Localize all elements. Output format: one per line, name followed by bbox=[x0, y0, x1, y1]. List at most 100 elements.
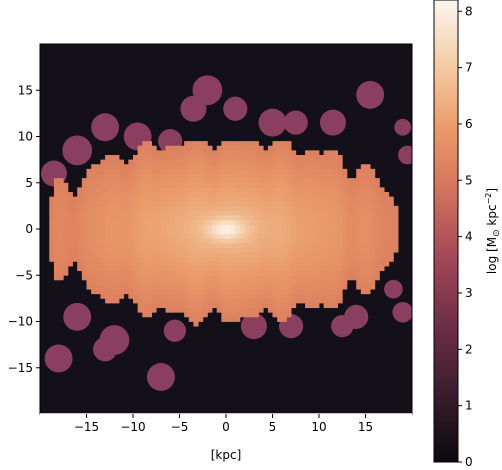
heatmap-cell bbox=[254, 308, 259, 313]
heatmap-cell bbox=[59, 211, 64, 216]
heatmap-cell bbox=[249, 201, 254, 206]
heatmap-cell bbox=[212, 252, 217, 257]
heatmap-cell bbox=[300, 220, 305, 225]
heatmap-cell bbox=[361, 261, 366, 266]
heatmap-cell bbox=[338, 174, 343, 179]
heatmap-cell bbox=[338, 211, 343, 216]
heatmap-cell bbox=[314, 238, 319, 243]
heatmap-cell bbox=[133, 224, 138, 229]
heatmap-cell bbox=[142, 174, 147, 179]
heatmap-cell bbox=[259, 229, 264, 234]
heatmap-cell bbox=[356, 261, 361, 266]
heatmap-cell bbox=[96, 252, 101, 257]
heatmap-cell bbox=[212, 280, 217, 285]
heatmap-cell bbox=[198, 312, 203, 317]
heatmap-cell bbox=[259, 308, 264, 313]
heatmap-cell bbox=[328, 201, 333, 206]
heatmap-cell bbox=[100, 192, 105, 197]
outskirt-blob bbox=[392, 302, 412, 322]
heatmap-cell bbox=[254, 261, 259, 266]
heatmap-cell bbox=[245, 224, 250, 229]
heatmap-cell bbox=[282, 298, 287, 303]
heatmap-cell bbox=[384, 206, 389, 211]
heatmap-cell bbox=[114, 248, 119, 253]
heatmap-cell bbox=[203, 201, 208, 206]
heatmap-cell bbox=[142, 257, 147, 262]
heatmap-cell bbox=[91, 211, 96, 216]
heatmap-cell bbox=[328, 150, 333, 155]
heatmap-cell bbox=[189, 289, 194, 294]
heatmap-cell bbox=[273, 248, 278, 253]
heatmap-cell bbox=[231, 211, 236, 216]
heatmap-cell bbox=[133, 174, 138, 179]
heatmap-cell bbox=[282, 252, 287, 257]
heatmap-cell bbox=[54, 211, 59, 216]
heatmap-cell bbox=[217, 146, 222, 151]
heatmap-cell bbox=[286, 211, 291, 216]
heatmap-cell bbox=[333, 174, 338, 179]
heatmap-cell bbox=[147, 211, 152, 216]
heatmap-cell bbox=[166, 303, 171, 308]
heatmap-cell bbox=[180, 271, 185, 276]
heatmap-cell bbox=[277, 178, 282, 183]
heatmap-cell bbox=[110, 285, 115, 290]
heatmap-cell bbox=[193, 275, 198, 280]
heatmap-cell bbox=[231, 229, 236, 234]
heatmap-cell bbox=[333, 248, 338, 253]
heatmap-cell bbox=[114, 187, 119, 192]
heatmap-cell bbox=[249, 192, 254, 197]
heatmap-cell bbox=[328, 252, 333, 257]
heatmap-cell bbox=[352, 229, 357, 234]
heatmap-cell bbox=[273, 257, 278, 262]
heatmap-cell bbox=[286, 197, 291, 202]
heatmap-cell bbox=[217, 164, 222, 169]
heatmap-cell bbox=[370, 229, 375, 234]
heatmap-cell bbox=[142, 220, 147, 225]
heatmap-cell bbox=[124, 271, 129, 276]
heatmap-cell bbox=[314, 201, 319, 206]
heatmap-cell bbox=[240, 206, 245, 211]
heatmap-cell bbox=[91, 243, 96, 248]
heatmap-cell bbox=[356, 248, 361, 253]
heatmap-cell bbox=[314, 164, 319, 169]
heatmap-cell bbox=[245, 206, 250, 211]
heatmap-cell bbox=[212, 261, 217, 266]
heatmap-cell bbox=[296, 183, 301, 188]
heatmap-cell bbox=[277, 215, 282, 220]
heatmap-cell bbox=[138, 243, 143, 248]
heatmap-cell bbox=[114, 224, 119, 229]
heatmap-cell bbox=[259, 155, 264, 160]
heatmap-cell bbox=[231, 312, 236, 317]
heatmap-cell bbox=[314, 178, 319, 183]
heatmap-cell bbox=[370, 215, 375, 220]
heatmap-cell bbox=[347, 187, 352, 192]
heatmap-cell bbox=[212, 155, 217, 160]
heatmap-cell bbox=[338, 280, 343, 285]
heatmap-cell bbox=[310, 224, 315, 229]
heatmap-cell bbox=[328, 280, 333, 285]
heatmap-cell bbox=[128, 248, 133, 253]
heatmap-cell bbox=[245, 261, 250, 266]
heatmap-cell bbox=[240, 298, 245, 303]
heatmap-cell bbox=[333, 229, 338, 234]
heatmap-cell bbox=[142, 298, 147, 303]
heatmap-cell bbox=[203, 257, 208, 262]
heatmap-cell bbox=[198, 206, 203, 211]
heatmap-cell bbox=[366, 197, 371, 202]
heatmap-cell bbox=[273, 294, 278, 299]
heatmap-cell bbox=[235, 317, 240, 322]
heatmap-cell bbox=[198, 252, 203, 257]
heatmap-cell bbox=[105, 211, 110, 216]
heatmap-cell bbox=[49, 252, 54, 257]
heatmap-cell bbox=[342, 220, 347, 225]
heatmap-cell bbox=[379, 187, 384, 192]
heatmap-cell bbox=[142, 192, 147, 197]
heatmap-cell bbox=[328, 248, 333, 253]
heatmap-cell bbox=[314, 187, 319, 192]
heatmap-cell bbox=[193, 322, 198, 327]
heatmap-cell bbox=[259, 211, 264, 216]
heatmap-cell bbox=[282, 248, 287, 253]
heatmap-cell bbox=[180, 174, 185, 179]
heatmap-cell bbox=[347, 271, 352, 276]
heatmap-cell bbox=[119, 201, 124, 206]
